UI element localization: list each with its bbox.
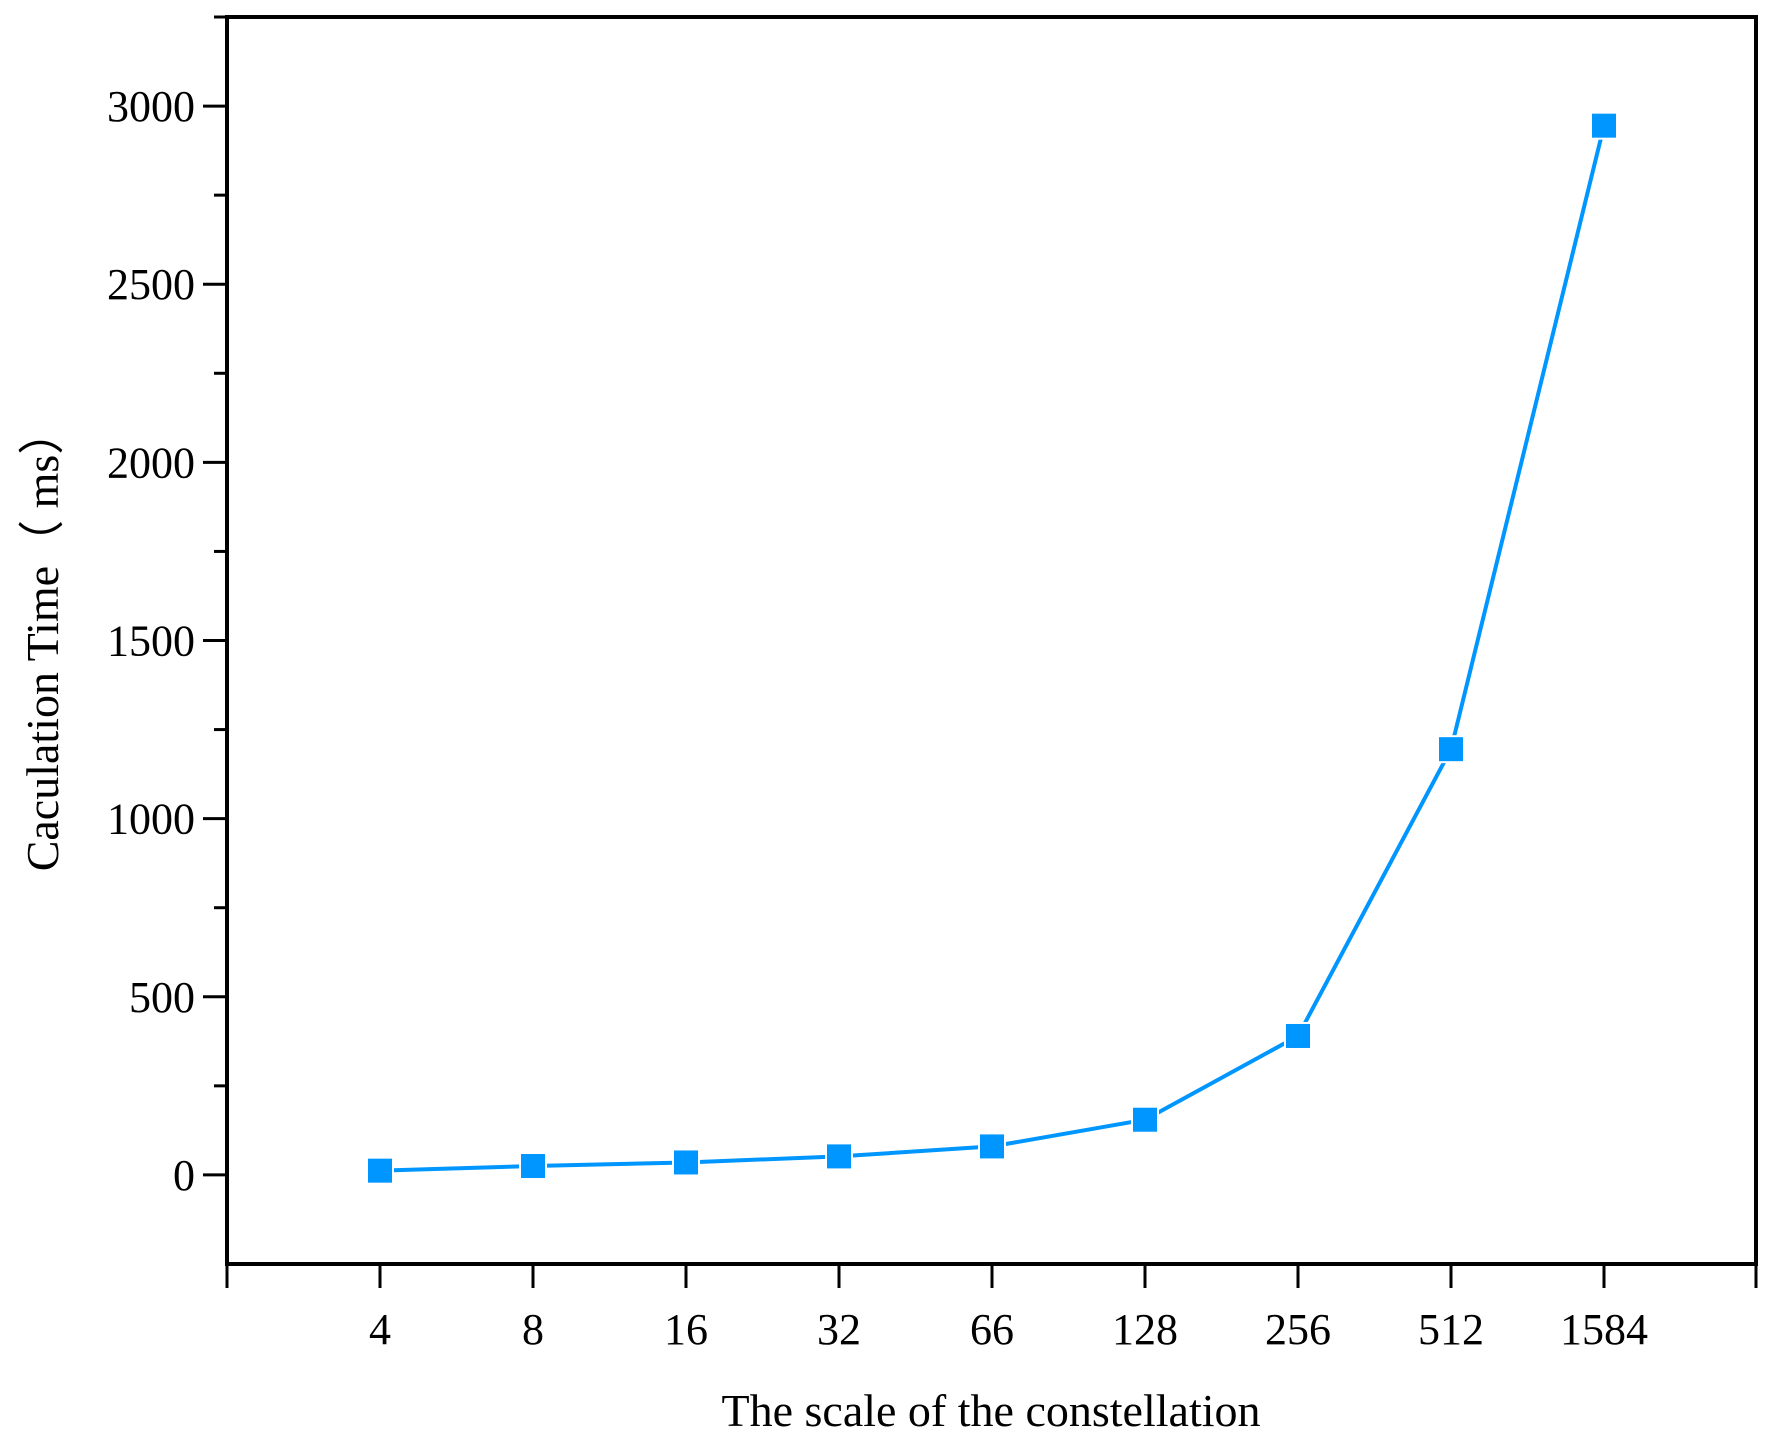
x-tick-label: 128 xyxy=(1112,1305,1178,1354)
y-tick-label: 3000 xyxy=(107,82,195,131)
x-tick-label: 32 xyxy=(817,1305,861,1354)
y-tick-label: 0 xyxy=(173,1151,195,1200)
data-point-marker xyxy=(1437,735,1465,764)
x-axis: 4 8 16 32 66 128 256 512 1584 xyxy=(225,1264,1758,1354)
y-tick-label: 500 xyxy=(129,973,195,1022)
data-point-marker xyxy=(825,1142,853,1171)
y-tick-label: 2500 xyxy=(107,260,195,309)
data-point-marker xyxy=(978,1132,1006,1161)
series-layer xyxy=(366,111,1618,1185)
data-point-marker xyxy=(672,1148,700,1177)
y-axis: 0 500 1000 1500 2000 2500 3000 xyxy=(107,15,227,1200)
y-axis-title: Caculation Time（ ms） xyxy=(17,409,68,872)
y-tick-label: 2000 xyxy=(107,438,195,487)
x-tick-label: 512 xyxy=(1418,1305,1484,1354)
x-tick-label: 4 xyxy=(369,1305,391,1354)
x-tick-label: 8 xyxy=(522,1305,544,1354)
x-tick-label: 16 xyxy=(664,1305,708,1354)
x-axis-title: The scale of the constellation xyxy=(721,1385,1260,1436)
series-line xyxy=(379,125,1606,1173)
data-point-marker xyxy=(519,1152,547,1181)
data-point-marker xyxy=(366,1156,394,1185)
x-tick-label: 256 xyxy=(1265,1305,1331,1354)
data-point-marker xyxy=(1590,111,1618,140)
y-tick-label: 1000 xyxy=(107,795,195,844)
y-tick-label: 1500 xyxy=(107,617,195,666)
x-tick-label: 1584 xyxy=(1560,1305,1648,1354)
data-point-marker xyxy=(1131,1105,1159,1134)
data-point-marker xyxy=(1284,1021,1312,1050)
plot-frame xyxy=(225,15,1758,1266)
x-tick-label: 66 xyxy=(970,1305,1014,1354)
